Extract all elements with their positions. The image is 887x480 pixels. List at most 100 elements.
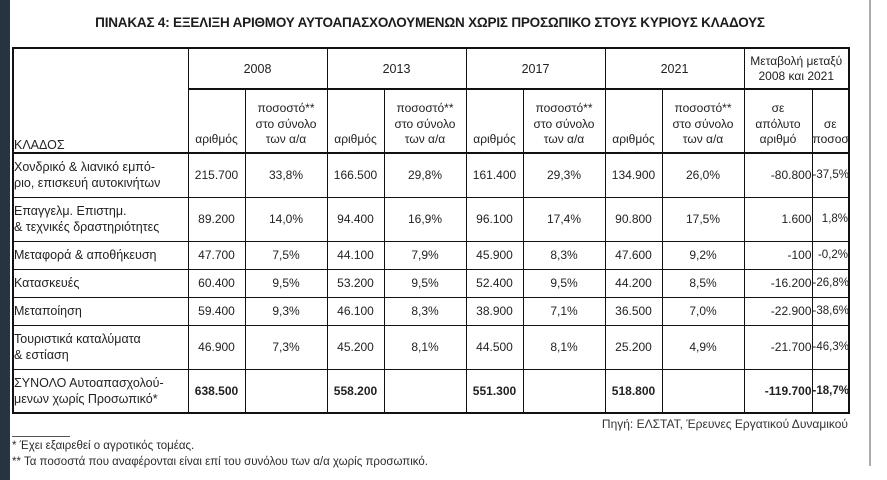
sector-cell: ΣΥΝΟΛΟ Αυτοαπασχολού- μενων χωρίς Προσωπ… [12, 368, 189, 414]
value-cell: 7,1% [522, 296, 606, 326]
value-cell: 638.500 [187, 368, 246, 414]
table-row: Μεταποίηση 59.400 9,3% 46.100 8,3% 38.90… [12, 296, 850, 326]
subheader-percent: ποσοστό** στο σύνολο των α/α [383, 88, 467, 154]
value-cell: 9,5% [244, 268, 328, 298]
table-row: Χονδρικό & λιανικό εμπό- ριο, επισκευή α… [12, 152, 850, 198]
value-cell: 38.900 [465, 296, 524, 326]
value-cell: -21.700 [743, 324, 813, 370]
value-cell: 7,5% [244, 240, 328, 270]
value-cell: -26,8% [811, 268, 850, 298]
data-table: ΚΛΑΔΟΣ 2008 2013 2017 2021 Μεταβολή μετα… [12, 47, 851, 414]
value-cell: 29,8% [383, 152, 467, 198]
value-cell: 94.400 [326, 196, 385, 242]
footnote-2: ** Τα ποσοστά που αναφέρονται είναι επί … [12, 456, 428, 468]
value-cell: 134.900 [604, 152, 663, 198]
subheader-percent: ποσοστό** στο σύνολο των α/α [244, 88, 328, 154]
sector-cell: Κατασκευές [12, 268, 189, 298]
value-cell: -37,5% [811, 152, 850, 198]
value-cell: 16,9% [383, 196, 467, 242]
table-row: Μεταφορά & αποθήκευση 47.700 7,5% 44.100… [12, 240, 850, 270]
value-cell: 7,9% [383, 240, 467, 270]
value-cell: 8,3% [522, 240, 606, 270]
table-row: αριθμός ποσοστό** στο σύνολο των α/α αρι… [13, 88, 850, 154]
value-cell: 1.600 [743, 196, 813, 242]
left-edge-bar [0, 0, 10, 480]
value-cell: 46.100 [326, 296, 385, 326]
value-cell: 17,4% [522, 196, 606, 242]
value-cell: 7,3% [244, 324, 328, 370]
table-row: Επαγγελμ. Επιστημ. & τεχνικές δραστηριότ… [12, 196, 850, 242]
subheader-number: αριθμός [326, 88, 385, 154]
value-cell: 4,9% [661, 324, 745, 370]
value-cell: 558.200 [326, 368, 385, 414]
source-note: Πηγή: ΕΛΣΤΑΤ, Έρευνες Εργατικού Δυναμικο… [601, 417, 848, 431]
subheader-number: αριθμός [465, 88, 524, 154]
value-cell: 17,5% [661, 196, 745, 242]
value-cell [383, 368, 467, 414]
value-cell: 47.700 [187, 240, 246, 270]
sector-cell: Μεταφορά & αποθήκευση [12, 240, 189, 270]
value-cell: 44.100 [326, 240, 385, 270]
value-cell: 7,0% [661, 296, 745, 326]
value-cell: 60.400 [187, 268, 246, 298]
value-cell: 52.400 [465, 268, 524, 298]
value-cell: 551.300 [465, 368, 524, 414]
value-cell [244, 368, 328, 414]
value-cell: 53.200 [326, 268, 385, 298]
value-cell: 45.900 [465, 240, 524, 270]
value-cell: -119.700 [743, 368, 813, 414]
table-row-total: ΣΥΝΟΛΟ Αυτοαπασχολού- μενων χωρίς Προσωπ… [12, 368, 850, 414]
value-cell: -46,3% [811, 324, 850, 370]
value-cell: 33,8% [244, 152, 328, 198]
value-cell: 25.200 [604, 324, 663, 370]
value-cell: 8,3% [383, 296, 467, 326]
value-cell: 26,0% [661, 152, 745, 198]
subheader-percent: ποσοστό** στο σύνολο των α/α [522, 88, 606, 154]
value-cell: 9,3% [244, 296, 328, 326]
value-cell [661, 368, 745, 414]
subheader-change-percent: σε ποσοστό [811, 88, 850, 154]
value-cell: 166.500 [326, 152, 385, 198]
value-cell: 8,5% [661, 268, 745, 298]
subheader-number: αριθμός [187, 88, 246, 154]
subheader-percent: ποσοστό** στο σύνολο των α/α [661, 88, 745, 154]
year-header-2017: 2017 [465, 47, 606, 90]
year-header-2008: 2008 [187, 47, 328, 90]
value-cell: 14,0% [244, 196, 328, 242]
value-cell: 215.700 [187, 152, 246, 198]
value-cell: 36.500 [604, 296, 663, 326]
table-row: Κατασκευές 60.400 9,5% 53.200 9,5% 52.40… [12, 268, 850, 298]
subheader-change-absolute: σε απόλυτο αριθμό [743, 88, 813, 154]
value-cell: -16.200 [743, 268, 813, 298]
value-cell: 45.200 [326, 324, 385, 370]
value-cell: 9,2% [661, 240, 745, 270]
value-cell: -38,6% [811, 296, 850, 326]
value-cell: -22.900 [743, 296, 813, 326]
value-cell: -18,7% [811, 368, 850, 414]
table-title: ΠΙΝΑΚΑΣ 4: ΕΞΕΛΙΞΗ ΑΡΙΘΜΟΥ ΑΥΤΟΑΠΑΣΧΟΛΟΥ… [95, 15, 765, 30]
value-cell: 89.200 [187, 196, 246, 242]
table-row: ΚΛΑΔΟΣ 2008 2013 2017 2021 Μεταβολή μετα… [12, 47, 850, 154]
value-cell: 47.600 [604, 240, 663, 270]
year-header-2013: 2013 [326, 47, 467, 90]
value-cell: 90.800 [604, 196, 663, 242]
sector-column-header: ΚΛΑΔΟΣ [12, 47, 189, 154]
subheader-number: αριθμός [604, 88, 663, 154]
footnote-1: * Έχει εξαιρεθεί ο αγροτικός τομέας. [12, 440, 195, 452]
change-column-header: Μεταβολή μεταξύ 2008 και 2021 [743, 47, 850, 90]
value-cell: -100 [743, 240, 813, 270]
sector-cell: Επαγγελμ. Επιστημ. & τεχνικές δραστηριότ… [12, 196, 189, 242]
sector-cell: Τουριστικά καταλύματα & εστίαση [12, 324, 189, 370]
value-cell: -80.800 [743, 152, 813, 198]
footnote-divider [12, 436, 70, 437]
sector-cell: Χονδρικό & λιανικό εμπό- ριο, επισκευή α… [12, 152, 189, 198]
sector-cell: Μεταποίηση [12, 296, 189, 326]
value-cell: 44.200 [604, 268, 663, 298]
value-cell: 8,1% [383, 324, 467, 370]
value-cell: 9,5% [522, 268, 606, 298]
value-cell: 44.500 [465, 324, 524, 370]
value-cell: 518.800 [604, 368, 663, 414]
value-cell: 161.400 [465, 152, 524, 198]
value-cell [522, 368, 606, 414]
value-cell: 9,5% [383, 268, 467, 298]
